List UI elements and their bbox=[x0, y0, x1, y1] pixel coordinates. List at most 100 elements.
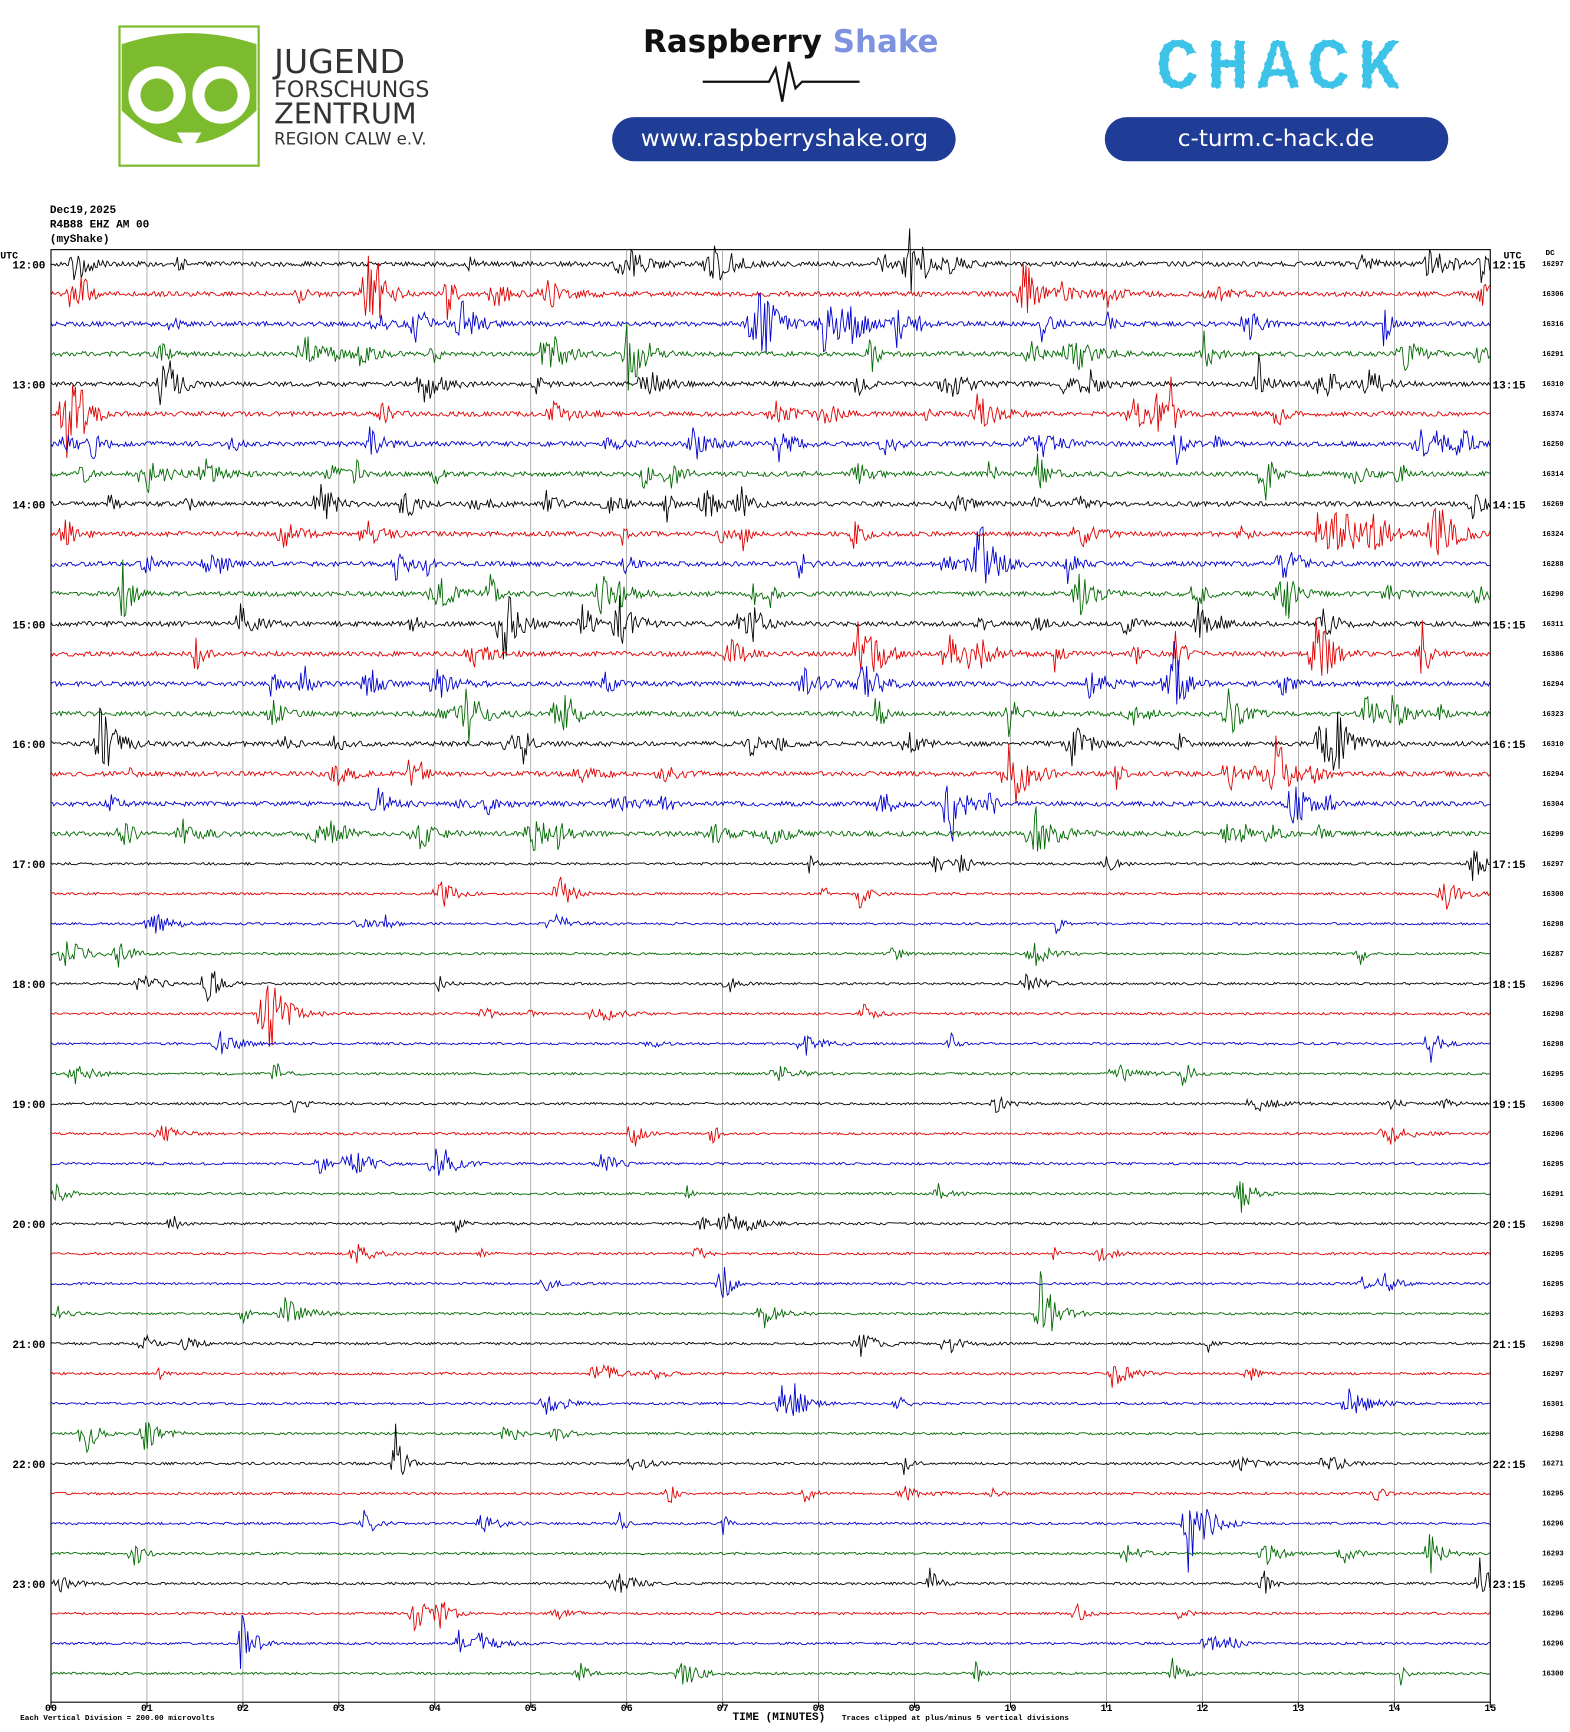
left-time: 17:00 bbox=[12, 860, 45, 872]
date: Dec19,2025 bbox=[50, 205, 117, 217]
dc-value: 16296 bbox=[1542, 1641, 1563, 1649]
dc-value: 16269 bbox=[1542, 501, 1563, 509]
dc-value: 16386 bbox=[1542, 651, 1563, 659]
trace bbox=[50, 292, 1491, 354]
dc-value: 16295 bbox=[1542, 1581, 1563, 1589]
dc-value: 16293 bbox=[1542, 1551, 1563, 1559]
trace bbox=[50, 426, 1491, 466]
dc-value: 16298 bbox=[1542, 1041, 1563, 1049]
right-time: 16:15 bbox=[1492, 740, 1525, 752]
trace bbox=[50, 735, 1491, 804]
trace bbox=[50, 1148, 1491, 1176]
minute-label: 09 bbox=[909, 1703, 921, 1714]
dc-value: 16301 bbox=[1542, 1401, 1563, 1409]
right-time: 23:15 bbox=[1492, 1580, 1525, 1592]
clip-note: Traces clipped at plus/minus 5 vertical … bbox=[842, 1715, 1069, 1723]
dc-value: 16295 bbox=[1542, 1251, 1563, 1259]
trace bbox=[50, 971, 1490, 1003]
dc-value: 16300 bbox=[1542, 1671, 1563, 1679]
trace bbox=[50, 1383, 1490, 1416]
dc-value: 16295 bbox=[1542, 1491, 1563, 1499]
dc-label: DC bbox=[1546, 250, 1556, 258]
trace bbox=[50, 1557, 1491, 1594]
minute-label: 03 bbox=[333, 1703, 345, 1714]
brand-2: Shake bbox=[833, 24, 939, 60]
left-time: 19:00 bbox=[12, 1100, 45, 1112]
x-label: TIME (MINUTES) bbox=[733, 1712, 826, 1724]
minute-label: 06 bbox=[621, 1703, 633, 1714]
dc-value: 16300 bbox=[1542, 1101, 1563, 1109]
dc-value: 16290 bbox=[1542, 591, 1563, 599]
trace bbox=[50, 255, 1491, 320]
dc-value: 16250 bbox=[1542, 441, 1563, 449]
trace bbox=[50, 1601, 1491, 1632]
dc-value: 16323 bbox=[1542, 711, 1563, 719]
left-time: 13:00 bbox=[12, 380, 45, 392]
trace bbox=[50, 453, 1490, 501]
trace bbox=[50, 985, 1491, 1048]
plot-frame bbox=[50, 249, 1491, 1703]
left-time: 20:00 bbox=[12, 1220, 45, 1232]
trace bbox=[50, 688, 1491, 743]
trace bbox=[50, 483, 1491, 523]
dc-value: 16304 bbox=[1542, 801, 1564, 809]
trace bbox=[50, 1063, 1490, 1086]
url: www.raspberryshake.org bbox=[641, 125, 928, 152]
dc-value: 16298 bbox=[1542, 1341, 1563, 1349]
dc-value: 16316 bbox=[1542, 321, 1563, 329]
scale-note: Each Vertical Division = 200.00 microvol… bbox=[20, 1715, 215, 1723]
trace bbox=[50, 507, 1491, 556]
trace bbox=[50, 1422, 1490, 1454]
right-time: 20:15 bbox=[1492, 1220, 1525, 1232]
source: (myShake) bbox=[50, 234, 110, 246]
trace bbox=[50, 850, 1490, 881]
brand: Raspberry Shake bbox=[643, 24, 938, 60]
dc-value: 16296 bbox=[1542, 1131, 1563, 1139]
minute-label: 11 bbox=[1101, 1703, 1113, 1714]
trace bbox=[50, 876, 1491, 910]
dc-value: 16374 bbox=[1542, 411, 1564, 419]
right-time: 13:15 bbox=[1492, 380, 1525, 392]
url-pill bbox=[612, 117, 956, 162]
trace bbox=[50, 526, 1490, 585]
dc-value: 16296 bbox=[1542, 981, 1563, 989]
right-time: 12:15 bbox=[1492, 260, 1525, 272]
trace bbox=[50, 1485, 1491, 1504]
url: c-turm.c-hack.de bbox=[1178, 125, 1375, 152]
dc-value: 16324 bbox=[1542, 531, 1564, 539]
right-time: 15:15 bbox=[1492, 620, 1525, 632]
trace bbox=[50, 1508, 1491, 1573]
trace bbox=[50, 1267, 1491, 1299]
dc-value: 16300 bbox=[1542, 891, 1563, 899]
dc-value: 16294 bbox=[1542, 771, 1564, 779]
brand-1: Raspberry bbox=[643, 24, 822, 60]
dc-value: 16294 bbox=[1542, 681, 1564, 689]
trace bbox=[50, 785, 1490, 842]
org-line: ZENTRUM bbox=[274, 97, 417, 131]
dc-value: 16293 bbox=[1542, 1311, 1563, 1319]
owl-logo bbox=[118, 25, 260, 167]
trace bbox=[50, 322, 1491, 391]
trace bbox=[50, 1534, 1491, 1574]
dc-value: 16295 bbox=[1542, 1071, 1563, 1079]
minute-label: 13 bbox=[1292, 1703, 1304, 1714]
left-time: 16:00 bbox=[12, 740, 45, 752]
dc-value: 16299 bbox=[1542, 831, 1563, 839]
dc-value: 16298 bbox=[1542, 1431, 1563, 1439]
minute-label: 02 bbox=[237, 1703, 249, 1714]
minute-label: 05 bbox=[525, 1703, 537, 1714]
trace bbox=[50, 912, 1490, 934]
trace bbox=[50, 707, 1491, 771]
minute-label: 04 bbox=[429, 1703, 441, 1714]
trace bbox=[50, 559, 1491, 619]
trace bbox=[50, 806, 1490, 852]
dc-value: 16287 bbox=[1542, 951, 1563, 959]
left-time: 23:00 bbox=[12, 1580, 45, 1592]
trace bbox=[50, 1423, 1491, 1476]
trace bbox=[50, 1244, 1491, 1264]
trace bbox=[50, 354, 1491, 406]
dc-value: 16310 bbox=[1542, 381, 1563, 389]
trace bbox=[50, 941, 1491, 968]
